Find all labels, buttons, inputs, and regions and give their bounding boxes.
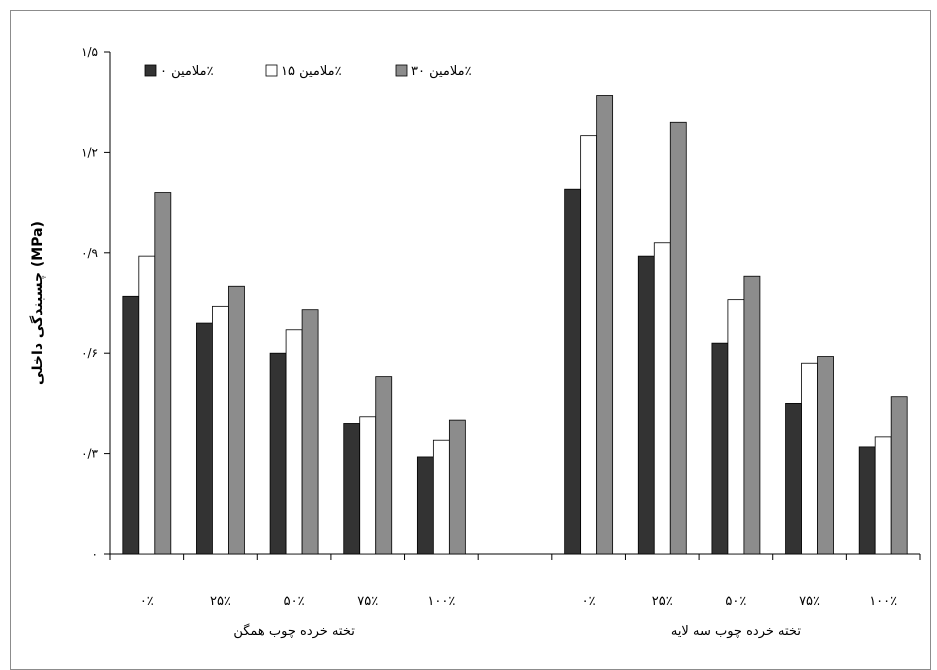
bar <box>817 356 834 555</box>
legend-label: ملامین ۱۵٪ <box>281 64 342 79</box>
bar <box>653 242 671 555</box>
bar <box>416 456 434 555</box>
bar <box>212 305 229 555</box>
bar <box>874 436 892 555</box>
bar <box>711 342 729 555</box>
bar <box>637 255 655 555</box>
y-tick-label: ۱/۵ <box>81 45 98 59</box>
legend-label: ملامین ۰٪ <box>160 64 214 79</box>
legend-swatch <box>144 64 157 77</box>
x-tick-label: ۵۰٪ <box>284 594 305 609</box>
bar <box>154 192 172 555</box>
bar <box>359 416 377 555</box>
x-tick-label: ۰٪ <box>582 594 596 609</box>
bar <box>669 121 687 555</box>
bar-chart: ۰ ۰/۳ ۰/۶ ۰/۹ ۱/۲ ۱/۵ چسبندگی داخلی (MPa) ۰٪ ۲۵٪… <box>29 45 921 639</box>
bar <box>138 255 156 555</box>
x-tick-label: ۲۵٪ <box>652 594 673 609</box>
bar <box>269 352 287 555</box>
bar <box>301 309 319 555</box>
bar <box>285 329 303 555</box>
bar <box>432 439 450 555</box>
bar <box>858 446 876 555</box>
x-tick-label: ۱۰۰٪ <box>427 594 455 609</box>
x-tick-label: ۲۵٪ <box>210 594 231 609</box>
y-axis-label: چسبندگی داخلی (MPa) <box>29 221 46 385</box>
y-tick-label: ۰/۹ <box>81 246 98 260</box>
bar <box>196 322 213 555</box>
legend-swatch <box>395 64 408 77</box>
x-tick-label: ۰٪ <box>140 594 154 609</box>
group-label: تخته خرده چوب همگن <box>233 623 355 639</box>
x-tick-label: ۵۰٪ <box>725 594 746 609</box>
legend-label: ملامین ۳۰٪ <box>411 64 472 79</box>
bar <box>122 295 140 555</box>
y-tick-label: ۱/۲ <box>81 145 98 159</box>
bar <box>727 299 745 555</box>
y-tick-label: ۰/۶ <box>81 346 98 360</box>
x-tick-label: ۷۵٪ <box>357 594 378 609</box>
bar <box>596 95 614 555</box>
bar <box>448 419 466 555</box>
y-tick-label: ۰ <box>92 547 98 561</box>
y-tick-label: ۰/۳ <box>81 447 98 461</box>
bar <box>785 402 802 555</box>
bar <box>228 285 245 555</box>
bar <box>580 135 598 555</box>
bar <box>343 423 361 555</box>
x-tick-label: ۷۵٪ <box>799 594 820 609</box>
legend-swatch <box>265 64 278 77</box>
bar <box>801 362 818 555</box>
bar <box>564 188 582 555</box>
group-label: تخته خرده چوب سه لایه <box>671 624 801 639</box>
x-tick-label: ۱۰۰٪ <box>869 594 897 609</box>
bar <box>743 275 761 555</box>
bar <box>375 376 393 555</box>
bar <box>890 396 908 555</box>
